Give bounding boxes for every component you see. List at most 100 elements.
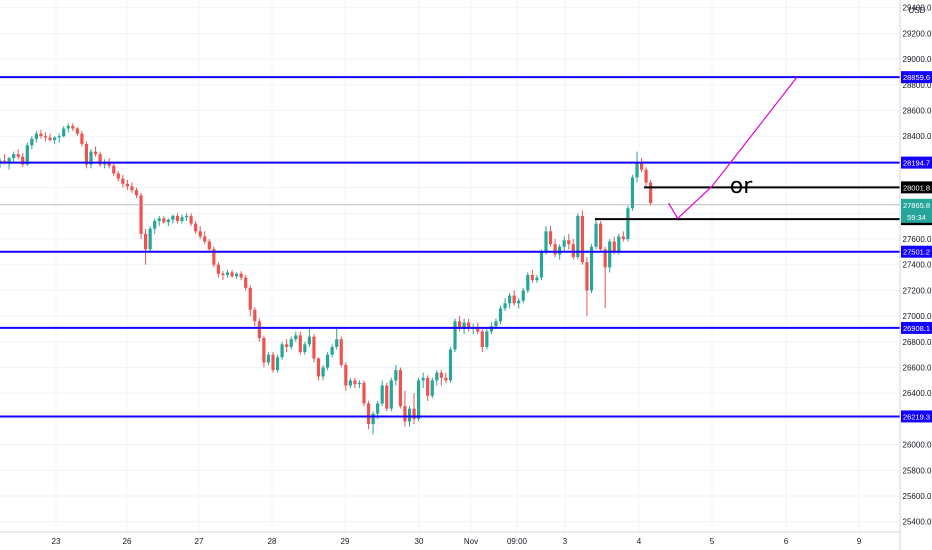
candle-down [144,233,148,250]
candle-down [353,380,357,385]
candle-down [130,186,134,191]
x-tick-label: 6 [784,537,789,546]
x-tick-label: 5 [710,537,715,546]
level-price-tag-bg [901,156,932,169]
candle-down [271,354,275,371]
candle-down [567,240,571,245]
candle-up [544,231,548,252]
candle-down [134,190,139,196]
candle-up [407,408,412,422]
y-tick-label: 26600.0 [903,364,932,373]
candle-up [626,208,630,240]
candle-up [485,331,489,347]
candle-up [30,138,34,146]
y-tick-label: 25400.0 [903,518,932,527]
grid-layer [0,0,900,532]
time-axis[interactable]: 23 26 27 28 29 30 Nov 09:00 3 4 5 6 9 [0,531,900,546]
candle-up [348,380,352,386]
candle-up [12,154,16,159]
candle-down [216,264,220,274]
candle-up [453,321,457,350]
x-tick-label: 9 [857,537,862,546]
candle-up [608,241,612,268]
y-tick-label: 25600.0 [903,492,932,501]
current-price-tag: 27865.8 [903,201,930,210]
candle-down [444,377,448,381]
level-price-tag-bg [901,321,932,334]
candle-up [180,217,184,222]
candle-down [162,218,166,223]
candle-up [394,370,398,381]
candle-up [357,382,362,385]
level-price-tag-bg [901,245,932,258]
candle-up [66,125,70,129]
candle-up [558,246,562,255]
candle-up [503,303,507,309]
candle-up [148,228,152,250]
y-tick-label: 29400.0 [903,4,932,13]
candle-down [2,160,7,162]
candle-down [312,336,316,359]
candle-down [553,244,557,255]
candle-up [389,380,393,409]
candle-up [53,137,57,141]
candle-down [316,358,321,377]
candles-layer [0,123,653,435]
candle-down [203,236,207,242]
candle-down [548,231,553,245]
candle-up [435,372,439,381]
candle-up [307,336,311,345]
candle-down [476,327,480,332]
candle-down [107,161,111,166]
candle-down [639,161,644,170]
x-tick-label: 27 [195,537,204,546]
candle-up [417,380,421,419]
y-tick-label: 29000.0 [903,55,932,64]
candle-up [448,349,453,381]
level-price-tag: 26908.1 [903,324,930,333]
candle-up [562,240,566,247]
currency-label: USD [909,6,926,15]
candle-down [198,231,202,237]
candle-up [34,133,38,139]
levels-layer [0,76,900,418]
candle-down [175,215,180,222]
y-tick-label: 28400.0 [903,132,932,141]
candle-up [330,346,334,355]
candle-down [426,377,430,396]
candle-down [116,173,120,179]
x-tick-label: 23 [52,537,61,546]
candle-down [194,223,198,232]
candle-down [649,182,653,204]
y-tick-label: 26800.0 [903,338,932,347]
candle-up [275,357,280,371]
candle-up [498,308,503,322]
candle-down [285,344,289,347]
candle-up [225,272,230,275]
candle-up [430,380,434,396]
y-tick-label: 27200.0 [903,286,932,295]
candle-up [303,344,307,353]
candle-down [253,309,257,322]
segment-price-tag: 28001.8 [903,183,930,192]
candle-down [603,249,607,268]
candle-down [262,337,266,363]
candle-up [266,354,271,363]
x-tick-label: 09:00 [507,537,528,546]
x-tick-label: 4 [637,537,642,546]
segment-price-tag-bg [901,181,932,194]
candle-down [71,125,75,129]
candle-down [612,241,616,252]
candle-up [589,246,594,291]
candle-up [635,161,639,178]
candle-up [235,273,239,277]
candle-up [494,321,498,327]
candle-up [630,177,635,209]
x-tick-label: 30 [415,537,424,546]
candle-up [321,367,325,377]
countdown-tag: 59:34 [907,213,926,222]
candle-up [376,403,380,414]
x-tick-label: 26 [123,537,132,546]
x-tick-label: 28 [268,537,277,546]
